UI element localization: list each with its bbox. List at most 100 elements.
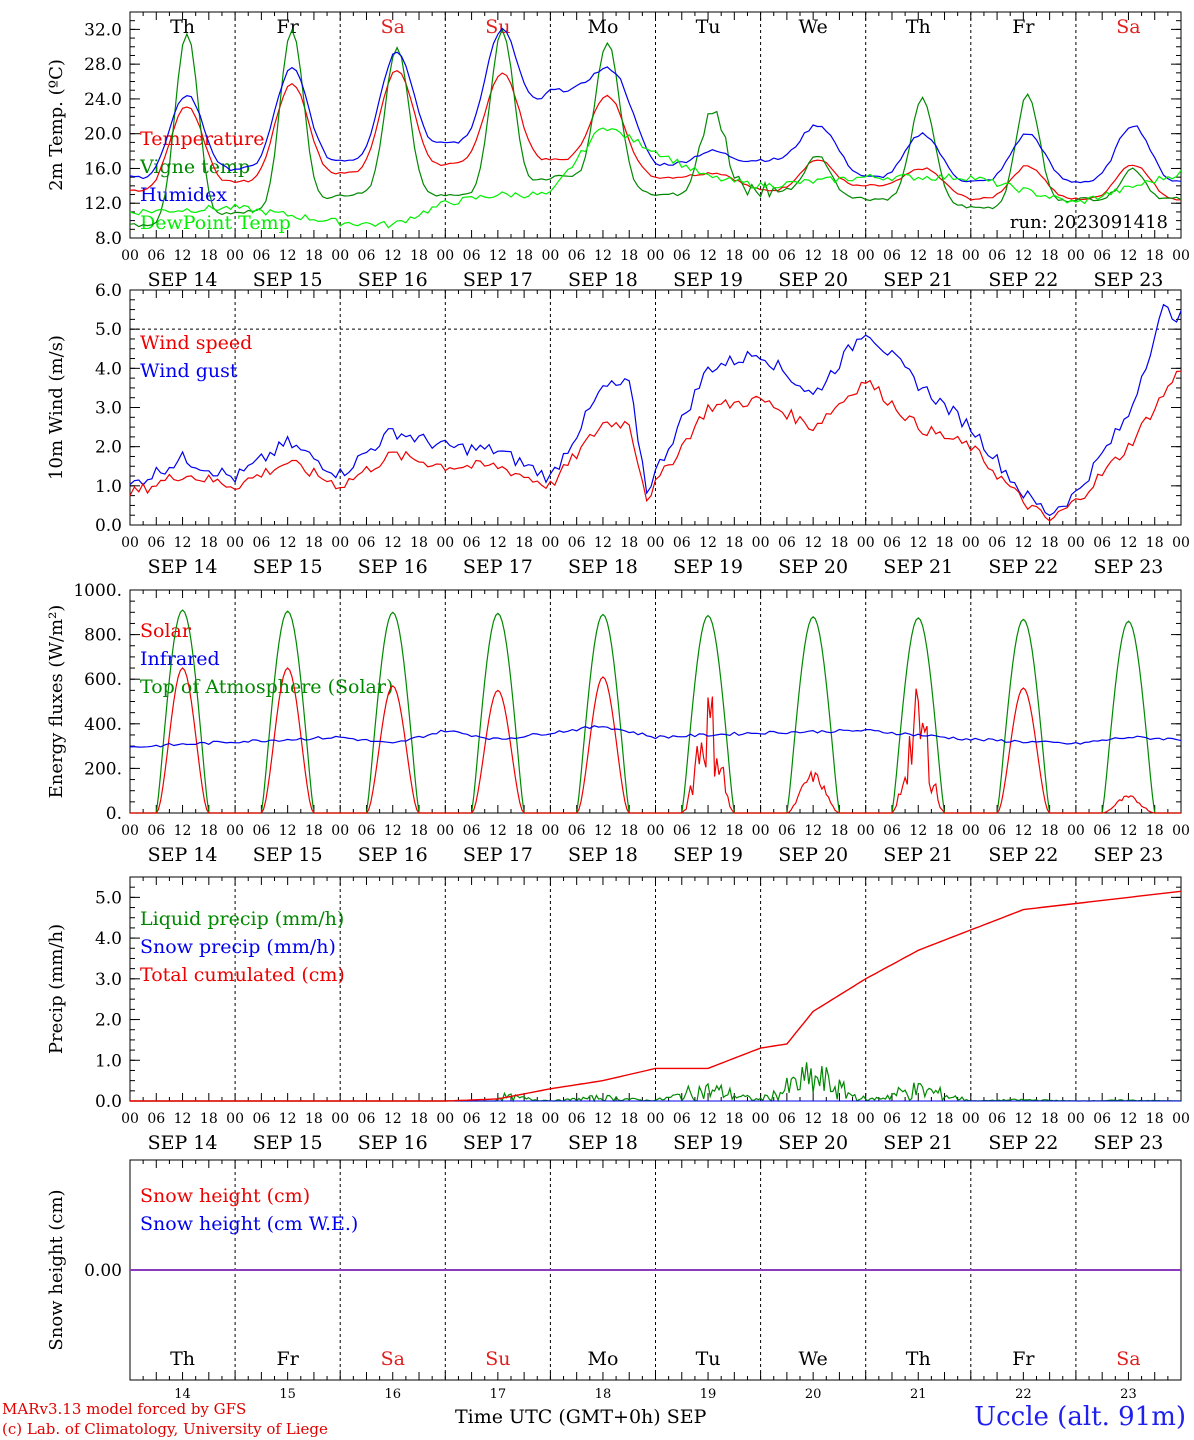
hour-label: 06 [252,535,270,551]
hour-label: 06 [883,535,901,551]
date-label: SEP 23 [1094,269,1164,291]
hour-label: 18 [1146,823,1164,839]
date-label: SEP 16 [358,556,428,578]
hour-label: 00 [541,535,559,551]
legend-snow-height-cm-: Snow height (cm) [140,1185,310,1207]
hour-label: 00 [857,248,875,264]
hour-label: 00 [1172,248,1190,264]
hour-label: 06 [147,248,165,264]
hour-label: 00 [226,248,244,264]
date-label: SEP 16 [358,844,428,866]
day-number: 22 [1015,1387,1032,1402]
hour-label: 12 [1014,823,1032,839]
hour-label: 18 [831,823,849,839]
hour-label: 18 [200,535,218,551]
y-tick-label: 0.00 [84,1261,122,1281]
hour-label: 18 [1041,535,1059,551]
day-number: 23 [1120,1387,1137,1402]
hour-label: 06 [463,1111,481,1127]
date-label: SEP 23 [1094,556,1164,578]
hour-label: 12 [174,1111,192,1127]
hour-label: 00 [541,248,559,264]
hour-label: 12 [804,1111,822,1127]
date-label: SEP 15 [253,269,323,291]
y-tick-label: 800. [84,626,122,646]
day-number: 20 [805,1387,822,1402]
y-tick-label: 1.0 [95,477,122,497]
hour-label: 00 [436,823,454,839]
hour-label: 00 [962,1111,980,1127]
date-label: SEP 19 [673,1132,743,1154]
hour-label: 06 [883,248,901,264]
hour-label: 18 [936,535,954,551]
y-axis-label: 10m Wind (m/s) [46,335,67,480]
hour-label: 06 [147,1111,165,1127]
y-tick-label: 3.0 [95,399,122,419]
hour-label: 06 [463,823,481,839]
hour-label: 06 [358,1111,376,1127]
hour-label: 18 [1146,1111,1164,1127]
hour-label: 06 [988,1111,1006,1127]
date-label: SEP 17 [463,844,533,866]
day-abbr-bottom: Th [170,1348,195,1370]
hour-label: 18 [620,535,638,551]
hour-label: 06 [147,535,165,551]
dewpoint-line [129,127,1182,229]
hour-label: 12 [909,823,927,839]
hour-label: 18 [305,823,323,839]
hour-label: 18 [725,248,743,264]
hour-label: 06 [1093,248,1111,264]
hour-label: 12 [594,535,612,551]
date-label: SEP 18 [568,844,638,866]
y-tick-label: 28.0 [84,55,122,75]
hour-label: 00 [1067,248,1085,264]
hour-label: 00 [962,823,980,839]
day-abbr-bottom: Tu [696,1348,721,1370]
hour-label: 06 [673,1111,691,1127]
y-tick-label: 24.0 [84,90,122,110]
hour-label: 06 [463,248,481,264]
hour-label: 18 [620,1111,638,1127]
humidex-line [129,27,1182,184]
day-abbr-top: Th [170,16,195,38]
hour-label: 12 [384,535,402,551]
day-abbr-top: Tu [696,16,721,38]
date-label: SEP 18 [568,556,638,578]
hour-label: 06 [568,535,586,551]
hour-label: 18 [1041,823,1059,839]
y-tick-label: 600. [84,670,122,690]
hour-label: 00 [226,1111,244,1127]
y-tick-label: 1000. [73,581,122,601]
hour-label: 06 [988,535,1006,551]
hour-label: 12 [174,248,192,264]
hour-label: 12 [279,823,297,839]
hour-label: 06 [147,823,165,839]
y-tick-label: 400. [84,715,122,735]
hour-label: 18 [515,1111,533,1127]
legend-infrared: Infrared [140,648,220,670]
time-axis-title: Time UTC (GMT+0h) SEP [455,1406,707,1428]
hour-label: 12 [1014,1111,1032,1127]
hour-label: 12 [1014,248,1032,264]
hour-label: 18 [725,535,743,551]
hour-label: 00 [436,1111,454,1127]
y-tick-label: 0.0 [95,1092,122,1112]
y-tick-label: 0.0 [95,516,122,536]
date-label: SEP 14 [148,1132,218,1154]
legend-snow-height-cm-w-e-: Snow height (cm W.E.) [140,1213,358,1235]
hour-label: 18 [410,823,428,839]
hour-label: 12 [489,535,507,551]
date-label: SEP 17 [463,269,533,291]
date-label: SEP 14 [148,556,218,578]
date-label: SEP 22 [988,556,1058,578]
legend-liquid-precip-mm-h-: Liquid precip (mm/h) [140,908,344,930]
date-label: SEP 22 [988,844,1058,866]
hour-label: 00 [1067,535,1085,551]
hour-label: 00 [436,535,454,551]
date-label: SEP 15 [253,844,323,866]
date-label: SEP 19 [673,556,743,578]
y-tick-label: 0. [106,804,122,824]
y-tick-label: 8.0 [95,229,122,249]
hour-label: 06 [883,1111,901,1127]
